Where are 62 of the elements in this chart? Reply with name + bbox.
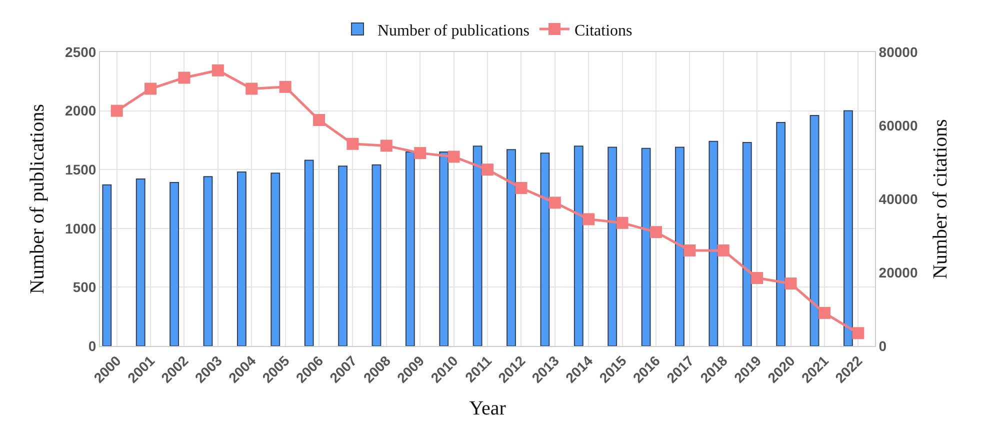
bar xyxy=(338,166,348,346)
point xyxy=(448,150,460,163)
y-tick-label: 2500 xyxy=(65,44,96,60)
bar xyxy=(136,178,146,346)
y2-axis-title: Number of citations xyxy=(929,118,952,279)
bar xyxy=(608,146,618,346)
point xyxy=(246,82,258,95)
y-axis-title: Number of publications xyxy=(26,104,49,294)
y-tick-label: 1500 xyxy=(65,162,96,178)
point xyxy=(144,82,157,95)
point xyxy=(616,216,628,229)
y2-tick-label: 80000 xyxy=(878,44,918,60)
point xyxy=(110,104,123,117)
bar xyxy=(236,171,246,346)
y2-tick-label: 20000 xyxy=(878,264,918,280)
bar xyxy=(102,184,112,346)
point xyxy=(482,164,494,176)
point xyxy=(818,306,830,319)
point xyxy=(380,140,392,152)
bar xyxy=(540,152,550,346)
point xyxy=(313,114,326,126)
point xyxy=(515,182,528,194)
bar xyxy=(675,146,684,346)
bar xyxy=(472,146,482,346)
y2-tick-label: 0 xyxy=(878,338,887,354)
legend-label: Number of publications xyxy=(378,22,530,40)
point xyxy=(178,72,190,84)
bar xyxy=(776,122,786,346)
point xyxy=(784,278,797,290)
bar xyxy=(405,151,415,346)
bar xyxy=(439,151,449,346)
point xyxy=(684,244,696,256)
y-tick-label: 1000 xyxy=(65,220,96,236)
y-tick-label: 500 xyxy=(72,279,96,296)
point xyxy=(852,327,864,340)
point xyxy=(346,138,359,150)
bar xyxy=(641,148,651,346)
bar xyxy=(170,182,180,346)
point xyxy=(414,147,426,160)
point xyxy=(751,272,764,284)
bar xyxy=(574,146,584,346)
bar xyxy=(304,160,314,346)
legend-label: Citations xyxy=(574,22,632,40)
bar xyxy=(372,164,382,346)
bar xyxy=(506,149,516,346)
y-tick-label: 2000 xyxy=(65,102,96,119)
y2-tick-label: 40000 xyxy=(878,190,918,207)
bar xyxy=(742,142,752,346)
bar xyxy=(844,110,853,346)
y-tick-label: 0 xyxy=(88,338,96,354)
point xyxy=(279,80,292,93)
bar xyxy=(708,140,718,346)
point xyxy=(548,196,561,209)
x-axis-title: Year xyxy=(469,397,506,420)
point xyxy=(717,244,730,256)
point xyxy=(650,226,662,238)
point xyxy=(582,213,595,226)
point xyxy=(212,64,224,76)
bar xyxy=(270,172,280,346)
y2-tick-label: 60000 xyxy=(878,117,918,134)
bar xyxy=(810,115,820,346)
bar xyxy=(203,176,213,346)
